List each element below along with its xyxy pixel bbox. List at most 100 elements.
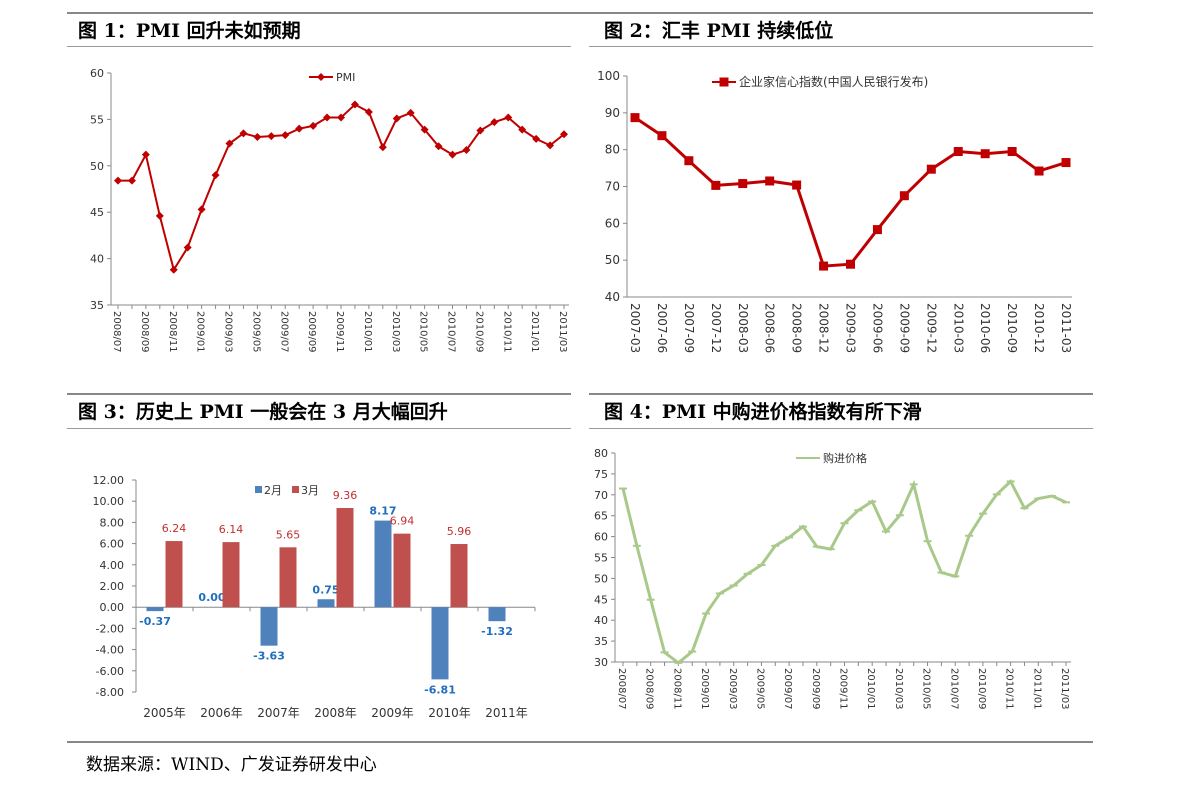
data-point — [225, 139, 234, 148]
data-point — [434, 142, 443, 151]
x-tick-label: 2009/05 — [754, 668, 765, 710]
y-tick-label: 12.00 — [93, 474, 125, 487]
category-label: 2011年 — [485, 706, 528, 720]
data-point — [872, 225, 882, 235]
bar-feb — [374, 520, 392, 608]
y-tick-label: 50 — [594, 572, 608, 585]
y-tick-label: 45 — [90, 206, 104, 219]
x-tick-label: 2008/07 — [616, 668, 627, 710]
y-tick-label: 4.00 — [100, 559, 125, 572]
data-point — [350, 100, 359, 109]
y-tick-label: 80 — [605, 143, 620, 157]
y-tick-label: 65 — [594, 510, 608, 523]
data-point — [926, 164, 936, 174]
x-tick-label: 2008/07 — [111, 311, 122, 353]
y-tick-label: 0.00 — [100, 601, 125, 614]
title-rule-3 — [67, 428, 571, 429]
data-point — [819, 261, 829, 271]
data-point — [846, 259, 855, 269]
x-tick-label: 2010/01 — [362, 311, 373, 353]
y-tick-label: 50 — [90, 160, 104, 173]
mid-rule-2 — [589, 393, 1093, 395]
x-tick-label: 2007-12 — [709, 303, 723, 353]
x-tick-label: 2009/09 — [810, 668, 821, 710]
data-point — [267, 132, 276, 141]
y-tick-label: 70 — [605, 180, 620, 194]
x-tick-label: 2011-03 — [1059, 303, 1073, 353]
data-point — [378, 143, 387, 152]
data-point — [155, 211, 164, 220]
data-label: -6.81 — [424, 683, 456, 696]
legend-label: 3月 — [301, 484, 319, 497]
data-point — [253, 133, 262, 142]
bar-feb — [260, 607, 278, 646]
x-tick-label: 2009/09 — [306, 311, 317, 353]
data-point — [239, 129, 248, 138]
data-point — [765, 176, 775, 186]
bar-mar — [279, 547, 297, 608]
data-point — [337, 113, 345, 122]
x-tick-label: 2011/01 — [1031, 668, 1042, 710]
data-point — [169, 265, 178, 274]
category-label: 2009年 — [371, 706, 414, 720]
title-rule-4 — [589, 428, 1093, 429]
x-tick-label: 2010/07 — [446, 311, 457, 353]
x-tick-label: 2009/07 — [782, 668, 793, 710]
data-point — [309, 121, 318, 130]
x-tick-label: 2009-09 — [897, 303, 911, 353]
x-tick-label: 2010-03 — [951, 303, 965, 353]
x-tick-label: 2009/07 — [278, 311, 289, 353]
title-rule-2 — [589, 46, 1093, 47]
y-tick-label: -8.00 — [96, 686, 124, 699]
y-tick-label: 100 — [597, 69, 620, 83]
data-point — [197, 205, 206, 214]
y-tick-label: 30 — [594, 656, 608, 669]
data-point — [323, 113, 332, 122]
x-tick-label: 2010/05 — [921, 668, 932, 710]
x-tick-label: 2008/09 — [644, 668, 655, 710]
category-label: 2006年 — [200, 706, 243, 720]
data-point — [980, 149, 990, 159]
x-tick-label: 2009/01 — [195, 311, 206, 353]
data-point — [127, 176, 136, 185]
x-tick-label: 2011/01 — [529, 311, 540, 353]
legend-label: PMI — [336, 71, 355, 84]
data-point — [392, 114, 401, 123]
bar-feb — [146, 607, 164, 612]
x-tick-label: 2010/07 — [948, 668, 959, 710]
y-tick-label: 2.00 — [100, 580, 125, 593]
category-label: 2008年 — [314, 706, 357, 720]
data-point — [141, 150, 150, 159]
x-tick-label: 2008-12 — [817, 303, 831, 353]
y-tick-label: -2.00 — [96, 622, 124, 635]
y-tick-label: 80 — [594, 447, 608, 460]
x-tick-label: 2009/03 — [223, 311, 234, 353]
x-tick-label: 2010-09 — [1005, 303, 1019, 353]
x-tick-label: 2010-12 — [1032, 303, 1046, 353]
title-rule-1 — [67, 46, 571, 47]
data-label: -3.63 — [253, 650, 285, 663]
y-tick-label: 45 — [594, 593, 608, 606]
data-label: 0.00 — [198, 591, 225, 604]
x-tick-label: 2009/05 — [250, 311, 261, 353]
x-tick-label: 2010/11 — [1004, 668, 1015, 710]
bar-mar — [336, 507, 354, 608]
data-point — [211, 171, 220, 180]
x-tick-label: 2007-06 — [655, 303, 669, 353]
x-tick-label: 2009/11 — [838, 668, 849, 710]
data-label: 6.94 — [390, 515, 415, 528]
bar-mar — [222, 542, 240, 608]
x-tick-label: 2008-03 — [736, 303, 750, 353]
x-tick-label: 2007-09 — [682, 303, 696, 353]
y-tick-label: 90 — [605, 106, 620, 120]
series-line — [118, 103, 565, 273]
figure-3-title: 图 3：历史上 PMI 一般会在 3 月大幅回升 — [78, 401, 448, 423]
x-tick-label: 2008/11 — [671, 668, 682, 710]
legend-label: 购进价格 — [823, 451, 867, 465]
data-point — [462, 146, 471, 155]
x-tick-label: 2011/03 — [557, 311, 568, 353]
x-tick-label: 2007-03 — [628, 303, 642, 353]
y-tick-label: 75 — [594, 468, 608, 481]
bar-mar — [165, 541, 183, 608]
y-tick-label: -4.00 — [96, 644, 124, 657]
